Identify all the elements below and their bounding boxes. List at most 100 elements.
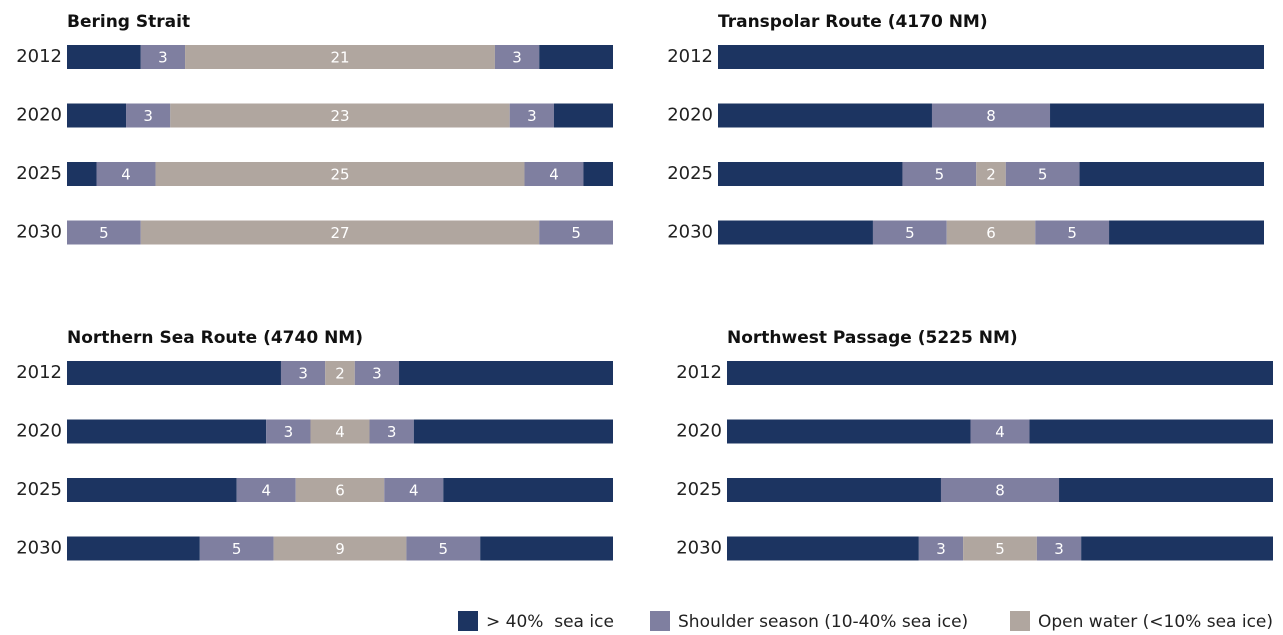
segment-label: 5 xyxy=(1038,166,1048,184)
category-label: 2025 xyxy=(676,479,722,500)
category-label: 2020 xyxy=(16,105,62,126)
bar-segment xyxy=(266,419,311,444)
bar-segment xyxy=(480,536,613,561)
segment-label: 5 xyxy=(571,224,581,242)
bar-segment xyxy=(67,536,200,561)
bar-segment xyxy=(295,478,385,502)
bar-segment xyxy=(931,103,1051,128)
bar-segment xyxy=(384,478,444,502)
segment-label: 5 xyxy=(935,166,945,184)
segment-label: 9 xyxy=(335,540,345,558)
segment-label: 3 xyxy=(512,49,522,67)
segment-label: 3 xyxy=(936,540,946,558)
bar-segment xyxy=(140,220,540,245)
bar-segment xyxy=(280,361,326,385)
bar-segment xyxy=(126,103,171,128)
bar-segment xyxy=(406,536,481,561)
segment-label: 5 xyxy=(905,224,915,242)
segment-label: 25 xyxy=(330,166,349,184)
bar-segment xyxy=(1036,536,1082,561)
category-label: 2012 xyxy=(667,46,713,67)
bar-segment xyxy=(369,419,414,444)
category-label: 2020 xyxy=(676,421,722,442)
bar-segment xyxy=(1029,419,1273,444)
segment-label: 3 xyxy=(298,365,308,383)
category-label: 2030 xyxy=(667,222,713,243)
segment-label: 2 xyxy=(335,365,345,383)
panel-title: Bering Strait xyxy=(67,12,190,32)
bar-segment xyxy=(963,536,1037,561)
segment-label: 3 xyxy=(143,107,153,125)
bar-segment xyxy=(872,220,947,245)
bar-segment xyxy=(524,162,584,186)
segment-label: 4 xyxy=(121,166,131,184)
legend-swatch xyxy=(1010,611,1030,631)
bar-segment xyxy=(946,220,1036,245)
bar-segment xyxy=(170,103,510,128)
bar-segment xyxy=(67,361,281,385)
legend-label: > 40% sea ice xyxy=(486,612,614,632)
segment-label: 3 xyxy=(372,365,382,383)
bar-segment xyxy=(727,419,971,444)
segment-label: 5 xyxy=(995,540,1005,558)
category-label: 2020 xyxy=(667,105,713,126)
bar-segment xyxy=(902,162,977,186)
bar-segment xyxy=(1059,478,1273,502)
bar-segment xyxy=(727,361,1273,385)
segment-label: 23 xyxy=(330,107,349,125)
bar-segment xyxy=(236,478,296,502)
segment-label: 4 xyxy=(261,482,271,500)
bar-segment xyxy=(310,419,370,444)
bar-segment xyxy=(718,103,932,128)
bar-segment xyxy=(67,220,141,245)
bar-segment xyxy=(727,536,919,561)
bar-segment xyxy=(155,162,525,186)
segment-label: 4 xyxy=(995,423,1005,441)
bar-segment xyxy=(583,162,613,186)
category-label: 2030 xyxy=(676,538,722,559)
bar-segment xyxy=(67,419,267,444)
category-label: 2025 xyxy=(16,479,62,500)
bar-segment xyxy=(67,103,127,128)
panel-title: Northern Sea Route (4740 NM) xyxy=(67,328,363,348)
bar-segment xyxy=(1079,162,1264,186)
bar-segment xyxy=(399,361,613,385)
bar-segment xyxy=(1050,103,1264,128)
segment-label: 3 xyxy=(1054,540,1064,558)
bar-segment xyxy=(553,103,613,128)
segment-label: 3 xyxy=(387,423,397,441)
segment-label: 8 xyxy=(986,107,996,125)
bar-segment xyxy=(199,536,274,561)
segment-label: 5 xyxy=(232,540,242,558)
bar-segment xyxy=(494,45,540,69)
bar-segment xyxy=(976,162,1006,186)
segment-label: 6 xyxy=(986,224,996,242)
segment-label: 2 xyxy=(986,166,996,184)
category-label: 2020 xyxy=(16,421,62,442)
bar-segment xyxy=(67,45,141,69)
bar-segment xyxy=(509,103,554,128)
segment-label: 21 xyxy=(330,49,349,67)
panel-title: Transpolar Route (4170 NM) xyxy=(718,12,988,32)
bar-segment xyxy=(727,478,941,502)
bar-segment xyxy=(539,220,613,245)
bar-segment xyxy=(185,45,495,69)
segment-label: 4 xyxy=(335,423,345,441)
bar-segment xyxy=(718,162,903,186)
bar-segment xyxy=(1081,536,1273,561)
category-label: 2012 xyxy=(676,362,722,383)
legend-swatch xyxy=(458,611,478,631)
segment-label: 4 xyxy=(409,482,419,500)
segment-label: 5 xyxy=(99,224,109,242)
category-label: 2012 xyxy=(16,362,62,383)
segment-label: 3 xyxy=(158,49,168,67)
category-label: 2025 xyxy=(667,163,713,184)
legend-label: Open water (<10% sea ice) xyxy=(1038,612,1273,632)
category-label: 2025 xyxy=(16,163,62,184)
bar-segment xyxy=(67,162,97,186)
bar-segment xyxy=(1005,162,1080,186)
bar-segment xyxy=(354,361,400,385)
segment-label: 3 xyxy=(527,107,537,125)
segment-label: 8 xyxy=(995,482,1005,500)
category-label: 2012 xyxy=(16,46,62,67)
